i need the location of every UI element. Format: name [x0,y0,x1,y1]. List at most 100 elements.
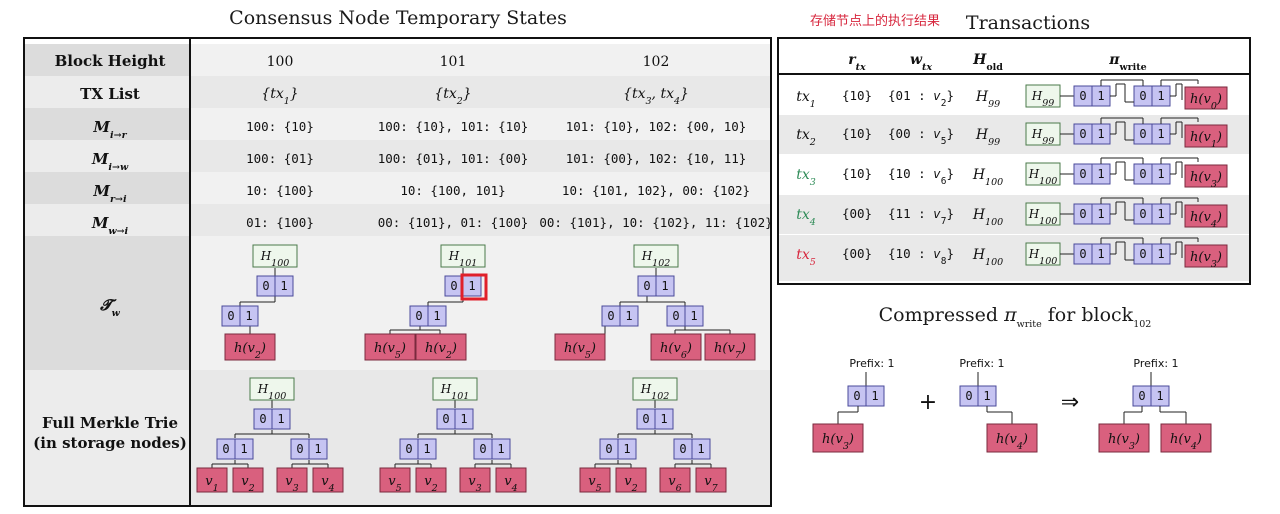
row-band [190,140,771,172]
leaf-node-label: h(v0) [1190,92,1222,112]
leaf-node [1184,204,1228,228]
leaf-node [659,467,691,493]
bit-label: 1 [661,279,668,293]
hash-node-label: H102 [640,382,670,402]
m-ir-101: 100: {10}, 101: {10} [378,119,529,134]
hash-node-label: H100 [1028,167,1058,187]
bit-node-cell [417,438,437,460]
row-band [190,44,771,76]
hash-node-label: H100 [257,382,287,402]
plus-symbol: + [919,390,937,415]
bit-node-cell [491,438,511,460]
leaf-node [459,467,491,493]
bit-label: 1 [1097,207,1104,221]
leaf-node-label: h(v4) [1190,210,1222,230]
bit-label: 0 [259,412,266,426]
row-band [190,204,771,236]
chinese-note: 存储节点上的执行结果 [810,13,940,29]
row-label-full-trie-2: (in storage nodes) [33,434,187,452]
bit-label: 1 [280,279,287,293]
left-title: Consensus Node Temporary States [229,7,567,29]
prefix-label-left: Prefix: 1 [849,357,894,370]
bit-node-cell [617,438,637,460]
bit-label: 0 [262,279,269,293]
bit-label: 1 [697,442,704,456]
m-ir-102: 101: {10}, 102: {00, 10} [566,119,747,134]
leaf-node [276,467,308,493]
implies-symbol: ⇒ [1061,390,1079,415]
bit-label: 0 [442,412,449,426]
row-label-block-height: Block Height [55,52,166,70]
leaf-node-label: v2 [624,474,637,494]
tx-id-tx5: tx5 [796,247,816,268]
tx-w-tx3: {10 : v6} [888,166,954,187]
leaf-node-label: h(v3) [822,432,854,452]
prefix-label-right: Prefix: 1 [1133,357,1178,370]
tx-h-tx4: H100 [972,207,1003,228]
leaf-node-label: v4 [321,474,334,494]
tx-r-tx5: {00} [842,246,872,261]
m-ri-100: 10: {100} [246,183,314,198]
leaf-node-label: h(v4) [1170,432,1202,452]
hash-node-label: H99 [1031,127,1055,147]
bit-label: 1 [468,279,475,293]
hash-node [632,377,678,401]
tx-id-tx2: tx2 [796,127,816,148]
bit-label: 1 [1157,247,1164,261]
m-ri-101: 10: {100, 101} [400,183,505,198]
tx-list-102: {tx3, tx4} [623,86,689,107]
hash-node [432,377,478,401]
leaf-node [312,467,344,493]
tx-r-tx1: {10} [842,88,872,103]
bit-label: 1 [423,442,430,456]
bit-label: 0 [1138,389,1145,403]
leaf-node-label: v7 [704,474,718,494]
bit-label: 0 [415,309,422,323]
leaf-node [415,467,447,493]
m-iw-102: 101: {00}, 102: {10, 11} [566,151,747,166]
tx-h-tx3: H100 [972,167,1003,188]
leaf-node-label: v2 [424,474,437,494]
bit-label: 1 [871,389,878,403]
prefix-label-mid: Prefix: 1 [959,357,1004,370]
bit-label: 1 [660,412,667,426]
bit-label: 0 [672,309,679,323]
leaf-node-label: h(v3) [1108,432,1140,452]
hash-node [633,244,679,268]
bit-node-cell [691,438,711,460]
row-label-m-0: Mi→r [92,118,127,141]
leaf-node-label: h(v3) [1190,250,1222,270]
bit-label: 1 [1097,247,1104,261]
bit-label: 0 [643,279,650,293]
row-label-band [24,108,190,140]
row-label-m-2: Mr→i [92,182,127,205]
compressed-title: Compressed πwrite for block102 [879,304,1152,330]
leaf-node-label: h(v6) [660,341,692,361]
bit-label: 1 [497,442,504,456]
block-height-100: 100 [267,54,294,70]
leaf-node [495,467,527,493]
hash-node-label: H100 [260,249,290,269]
bit-label: 1 [314,442,321,456]
row-label-band [24,236,190,370]
bit-label: 1 [1097,89,1104,103]
highlight-box [460,273,488,301]
leaf-node [224,333,276,361]
leaf-node [379,467,411,493]
bit-node-cell [684,305,704,327]
tx-id-tx4: tx4 [796,207,816,228]
hash-node-label: H100 [1028,207,1058,227]
m-iw-101: 100: {01}, 101: {00} [378,151,529,166]
hash-node [252,244,298,268]
bit-label: 0 [1079,89,1086,103]
m-wi-102: 00: {101}, 10: {102}, 11: {102} [539,215,772,230]
bit-node-cell [308,438,328,460]
bit-label: 0 [227,309,234,323]
tx-r-tx3: {10} [842,166,872,181]
header-r-tx: rtx [848,52,866,73]
tx-w-tx4: {11 : v7} [888,206,954,227]
bit-label: 1 [1156,389,1163,403]
leaf-node-label: v1 [205,474,218,494]
bit-label: 1 [245,309,252,323]
